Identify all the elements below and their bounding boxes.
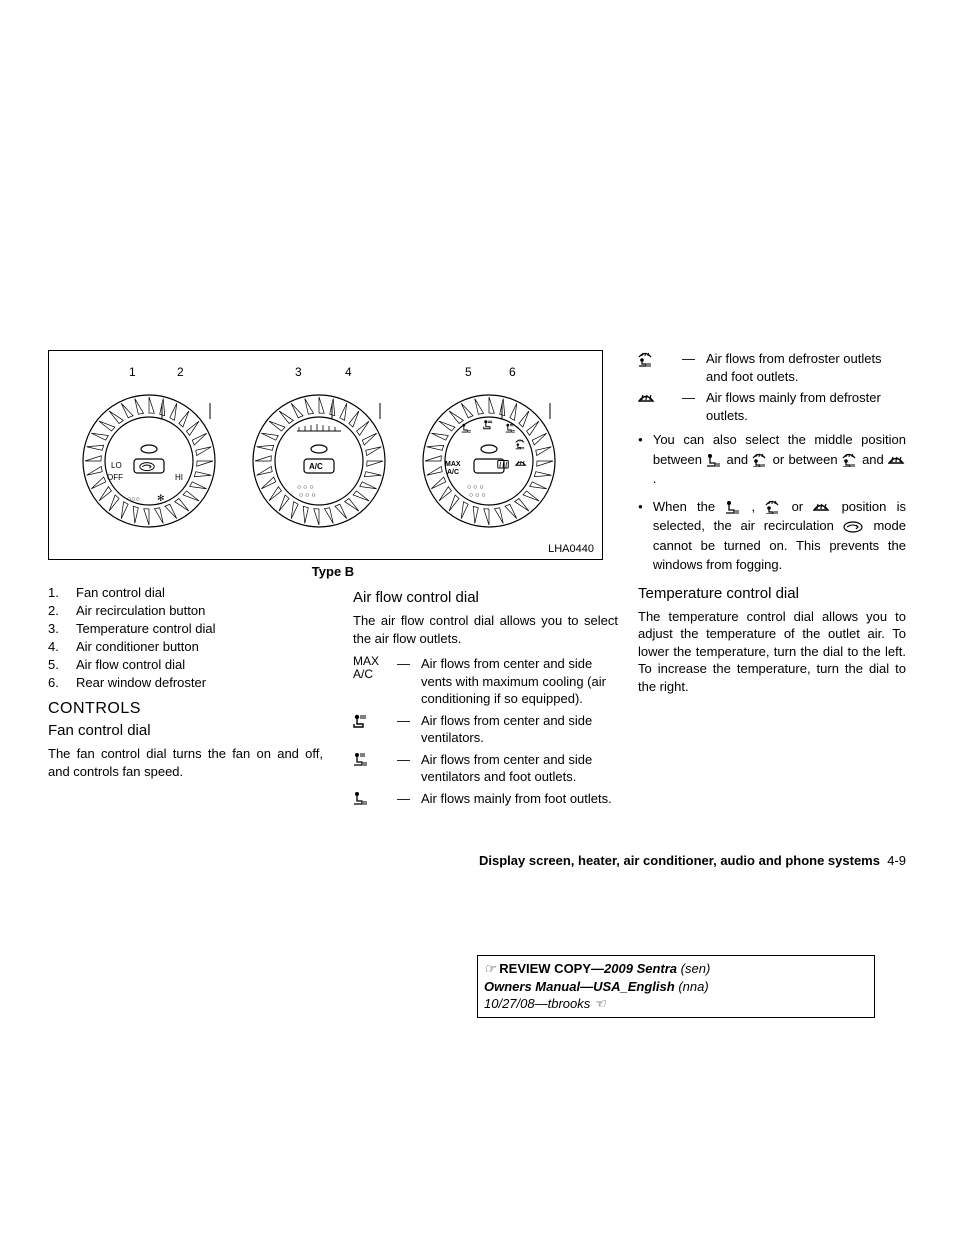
defrost-icon (638, 392, 658, 406)
col-right: — Air flows from defroster outlets and f… (638, 350, 906, 811)
text-columns: 1.Fan control dial 2.Air recirculation b… (48, 585, 618, 811)
legend-item: 6.Rear window defroster (48, 675, 323, 690)
review-l1b: 2009 Sentra (604, 961, 677, 976)
note-middle-pos: You can also select the middle position … (638, 430, 906, 489)
face-icon (353, 713, 371, 729)
footer-page: 4-9 (887, 853, 906, 868)
diagram-num-1: 1 (129, 365, 136, 379)
review-l2a: Owners Manual—USA_English (484, 979, 675, 994)
airflow-row-bilevel: — Air flows from center and side ventila… (353, 751, 618, 786)
svg-text:○○○: ○○○ (127, 496, 140, 503)
airflow-row-defrost: — Air flows mainly from defroster outlet… (638, 389, 906, 424)
review-copy-box: ☞ REVIEW COPY—2009 Sentra (sen) Owners M… (477, 955, 875, 1018)
page-footer: Display screen, heater, air conditioner,… (48, 853, 906, 868)
notes-list: You can also select the middle position … (638, 430, 906, 575)
page-content: 1 2 3 4 5 6 ○○○ ✻ OFF LO (48, 350, 906, 811)
legend-item: 3.Temperature control dial (48, 621, 323, 636)
airflow-row-face: — Air flows from center and side ventila… (353, 712, 618, 747)
col-middle: Air flow control dial The air flow contr… (353, 585, 618, 811)
dial1-off: OFF (107, 473, 123, 482)
footer-section: Display screen, heater, air conditioner,… (479, 853, 880, 868)
legend-item: 1.Fan control dial (48, 585, 323, 600)
temp-body: The temperature control dial allows you … (638, 608, 906, 696)
footdef-icon (638, 352, 656, 368)
svg-text:○ ○ ○: ○ ○ ○ (299, 492, 316, 499)
diagram-caption: Type B (48, 564, 618, 579)
foot-icon (706, 453, 722, 467)
recirc-icon (843, 520, 865, 534)
svg-text:○ ○ ○: ○ ○ ○ (469, 492, 486, 499)
defrost-icon (813, 501, 831, 513)
review-l1c: (sen) (681, 961, 711, 976)
left-block: 1 2 3 4 5 6 ○○○ ✻ OFF LO (48, 350, 618, 811)
dial2-ac: A/C (309, 462, 323, 471)
dial3-ac: A/C (447, 469, 459, 476)
footdef-icon (752, 453, 768, 467)
dial1-lo: LO (111, 461, 122, 470)
airflow-list: MAXA/C — Air flows from center and side … (353, 655, 618, 807)
controls-heading: CONTROLS (48, 700, 323, 718)
airflow-row-footdef: — Air flows from defroster outlets and f… (638, 350, 906, 385)
fan-dial: ○○○ ✻ OFF LO HI (79, 391, 219, 531)
diagram-code: LHA0440 (548, 543, 594, 555)
airflow-list-cont: — Air flows from defroster outlets and f… (638, 350, 906, 424)
diagram-num-2: 2 (177, 365, 184, 379)
diagram-num-3: 3 (295, 365, 302, 379)
review-l1a: REVIEW COPY— (499, 961, 604, 976)
fan-heading: Fan control dial (48, 722, 323, 739)
temp-dial: ○ ○ ○ ○ ○ ○ A/C (249, 391, 389, 531)
legend-list: 1.Fan control dial 2.Air recirculation b… (48, 585, 323, 690)
review-l2b: (nna) (678, 979, 708, 994)
airflow-heading: Air flow control dial (353, 589, 618, 606)
col-left: 1.Fan control dial 2.Air recirculation b… (48, 585, 323, 811)
footdef-icon (842, 453, 858, 467)
legend-item: 2.Air recirculation button (48, 603, 323, 618)
airflow-row-max: MAXA/C — Air flows from center and side … (353, 655, 618, 708)
airflow-intro: The air flow control dial allows you to … (353, 612, 618, 647)
airflow-dial: ○ ○ ○ ○ ○ ○ MAX A/C (419, 391, 559, 531)
note-recirc: When the , or position is selected, the … (638, 497, 906, 575)
max-ac-label: MAXA/C (353, 655, 397, 708)
fan-body: The fan control dial turns the fan on an… (48, 745, 323, 780)
temp-heading: Temperature control dial (638, 585, 906, 602)
review-l3: 10/27/08—tbrooks (484, 996, 590, 1011)
control-diagram: 1 2 3 4 5 6 ○○○ ✻ OFF LO (48, 350, 603, 560)
defrost-icon (888, 454, 906, 466)
legend-item: 4.Air conditioner button (48, 639, 323, 654)
diagram-num-4: 4 (345, 365, 352, 379)
svg-text:○ ○ ○: ○ ○ ○ (297, 484, 314, 491)
diagram-num-6: 6 (509, 365, 516, 379)
bilevel-icon (353, 752, 371, 768)
svg-text:○ ○ ○: ○ ○ ○ (467, 484, 484, 491)
svg-text:✻: ✻ (157, 493, 165, 503)
foot-icon (725, 500, 741, 514)
footdef-icon (765, 500, 781, 514)
airflow-row-foot: — Air flows mainly from foot outlets. (353, 790, 618, 808)
legend-item: 5.Air flow control dial (48, 657, 323, 672)
diagram-num-5: 5 (465, 365, 472, 379)
foot-icon (353, 791, 371, 807)
dial3-max: MAX (445, 461, 461, 468)
dial1-hi: HI (175, 473, 183, 482)
